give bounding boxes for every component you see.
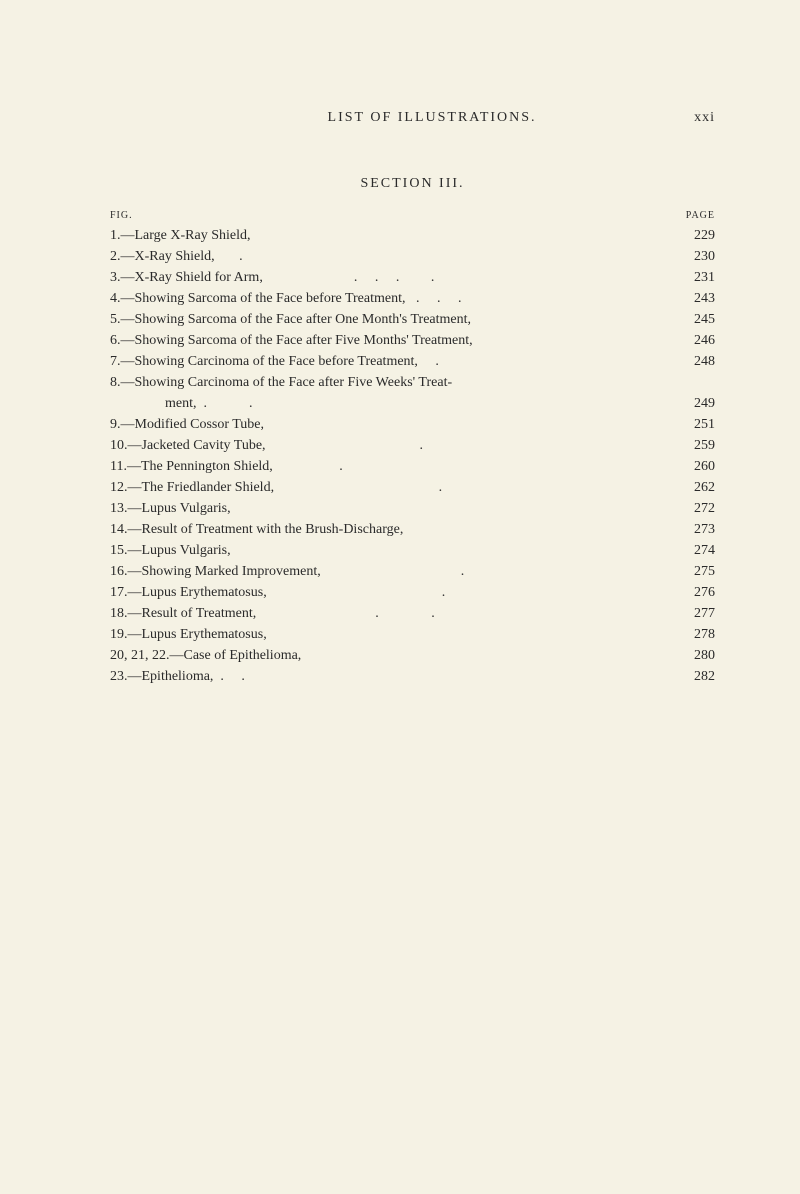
entry-page: 262 xyxy=(675,477,715,498)
entry-text: 23.—Epithelioma, . . xyxy=(110,666,675,687)
entry-page: 248 xyxy=(675,351,715,372)
column-header-page: PAGE xyxy=(686,210,715,221)
entry-text: 11.—The Pennington Shield, . xyxy=(110,456,675,477)
entry-text: 3.—X-Ray Shield for Arm, . . . . xyxy=(110,267,675,288)
entry-text: 13.—Lupus Vulgaris, xyxy=(110,498,675,519)
entry-text: 17.—Lupus Erythematosus, . xyxy=(110,582,675,603)
entry-page: 273 xyxy=(675,519,715,540)
list-item: 5.—Showing Sarcoma of the Face after One… xyxy=(110,309,715,330)
entry-page: 274 xyxy=(675,540,715,561)
entry-page: 278 xyxy=(675,624,715,645)
entry-page: 245 xyxy=(675,309,715,330)
entry-page: 259 xyxy=(675,435,715,456)
entry-page: 249 xyxy=(675,393,715,414)
list-item: 15.—Lupus Vulgaris,274 xyxy=(110,540,715,561)
page-number-roman: xxi xyxy=(694,110,715,126)
column-headers: FIG. PAGE xyxy=(110,210,715,221)
list-item: 14.—Result of Treatment with the Brush-D… xyxy=(110,519,715,540)
list-item: 6.—Showing Sarcoma of the Face after Fiv… xyxy=(110,330,715,351)
entry-text: 8.—Showing Carcinoma of the Face after F… xyxy=(110,372,675,393)
entry-text: ment, . . xyxy=(110,393,675,414)
list-item: ment, . .249 xyxy=(110,393,715,414)
entry-text: 16.—Showing Marked Improvement, . xyxy=(110,561,675,582)
entry-text: 19.—Lupus Erythematosus, xyxy=(110,624,675,645)
list-item: 18.—Result of Treatment, . . 277 xyxy=(110,603,715,624)
entry-text: 9.—Modified Cossor Tube, xyxy=(110,414,675,435)
entry-page: 246 xyxy=(675,330,715,351)
entry-page: 243 xyxy=(675,288,715,309)
entry-page: 276 xyxy=(675,582,715,603)
list-item: 9.—Modified Cossor Tube,251 xyxy=(110,414,715,435)
list-item: 3.—X-Ray Shield for Arm, . . . . 231 xyxy=(110,267,715,288)
list-item: 1.—Large X-Ray Shield,229 xyxy=(110,225,715,246)
list-item: 13.—Lupus Vulgaris,272 xyxy=(110,498,715,519)
list-item: 11.—The Pennington Shield, .260 xyxy=(110,456,715,477)
list-item: 16.—Showing Marked Improvement, . 275 xyxy=(110,561,715,582)
entry-page: 277 xyxy=(675,603,715,624)
list-item: 8.—Showing Carcinoma of the Face after F… xyxy=(110,372,715,393)
entry-page: 272 xyxy=(675,498,715,519)
list-item: 4.—Showing Sarcoma of the Face before Tr… xyxy=(110,288,715,309)
entry-page: 229 xyxy=(675,225,715,246)
list-item: 10.—Jacketed Cavity Tube, .259 xyxy=(110,435,715,456)
entry-text: 1.—Large X-Ray Shield, xyxy=(110,225,675,246)
entry-text: 6.—Showing Sarcoma of the Face after Fiv… xyxy=(110,330,675,351)
column-header-fig: FIG. xyxy=(110,210,133,221)
list-item: 12.—The Friedlander Shield, . 262 xyxy=(110,477,715,498)
list-item: 19.—Lupus Erythematosus,278 xyxy=(110,624,715,645)
list-item: 7.—Showing Carcinoma of the Face before … xyxy=(110,351,715,372)
entry-page: 282 xyxy=(675,666,715,687)
entries-list: 1.—Large X-Ray Shield,2292.—X-Ray Shield… xyxy=(110,225,715,687)
entry-text: 2.—X-Ray Shield, . xyxy=(110,246,675,267)
entry-text: 15.—Lupus Vulgaris, xyxy=(110,540,675,561)
entry-page: 251 xyxy=(675,414,715,435)
entry-text: 10.—Jacketed Cavity Tube, . xyxy=(110,435,675,456)
entry-page: 275 xyxy=(675,561,715,582)
header-title: LIST OF ILLUSTRATIONS. xyxy=(110,110,694,126)
list-item: 20, 21, 22.—Case of Epithelioma,280 xyxy=(110,645,715,666)
entry-text: 5.—Showing Sarcoma of the Face after One… xyxy=(110,309,675,330)
entry-text: 20, 21, 22.—Case of Epithelioma, xyxy=(110,645,675,666)
entry-text: 7.—Showing Carcinoma of the Face before … xyxy=(110,351,675,372)
entry-text: 4.—Showing Sarcoma of the Face before Tr… xyxy=(110,288,675,309)
list-item: 23.—Epithelioma, . .282 xyxy=(110,666,715,687)
entry-text: 14.—Result of Treatment with the Brush-D… xyxy=(110,519,675,540)
entry-text: 12.—The Friedlander Shield, . xyxy=(110,477,675,498)
page-header: LIST OF ILLUSTRATIONS. xxi xyxy=(110,110,715,126)
list-item: 2.—X-Ray Shield, .230 xyxy=(110,246,715,267)
entry-page: 260 xyxy=(675,456,715,477)
entry-text: 18.—Result of Treatment, . . xyxy=(110,603,675,624)
entry-page: 230 xyxy=(675,246,715,267)
section-title: SECTION III. xyxy=(110,176,715,192)
list-item: 17.—Lupus Erythematosus, . 276 xyxy=(110,582,715,603)
entry-page: 231 xyxy=(675,267,715,288)
entry-page: 280 xyxy=(675,645,715,666)
